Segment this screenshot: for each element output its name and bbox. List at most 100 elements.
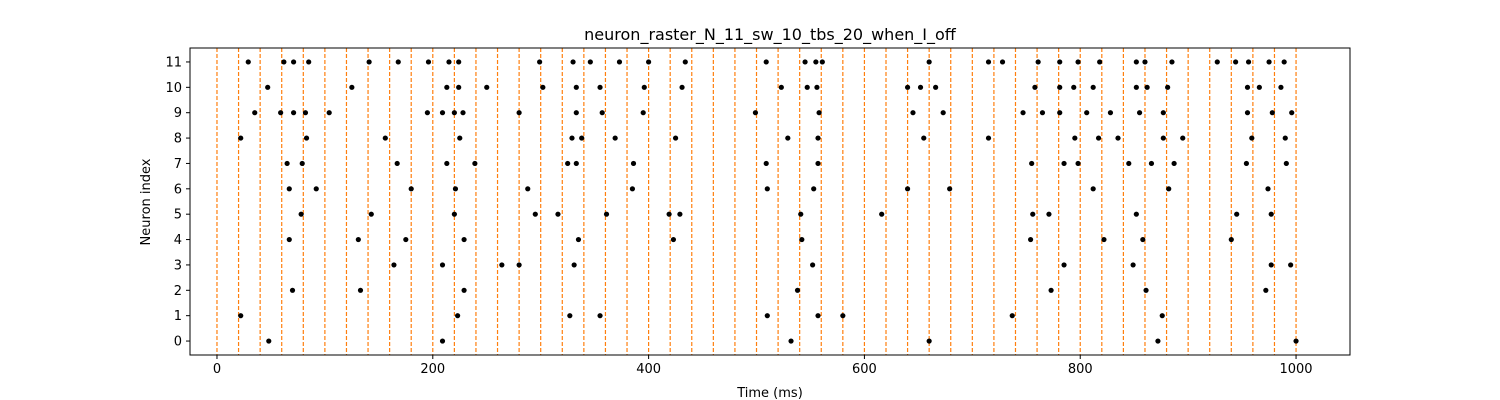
spike-point: [921, 135, 927, 141]
spike-point: [299, 160, 305, 167]
spike-point: [1142, 59, 1148, 65]
y-tick-label: 5: [174, 208, 182, 223]
spike-point: [804, 84, 810, 90]
y-tick-label: 6: [174, 182, 182, 197]
spike-point: [1249, 135, 1255, 141]
spike-point: [408, 186, 414, 192]
spike-point: [238, 313, 244, 319]
spike-point: [810, 262, 816, 268]
spike-point: [1244, 110, 1251, 116]
spike-point: [403, 236, 409, 243]
spike-point: [1155, 338, 1161, 344]
spike-point: [1169, 59, 1175, 65]
spike-point: [569, 135, 575, 141]
spike-point: [439, 110, 446, 116]
spike-point: [303, 135, 310, 141]
spike-point: [540, 84, 546, 90]
spike-point: [1084, 110, 1090, 116]
y-axis-label: Neuron index: [139, 158, 154, 245]
spike-point: [1030, 211, 1036, 217]
spike-point: [1282, 135, 1288, 141]
spike-point: [670, 236, 677, 243]
spike-point: [1101, 236, 1107, 243]
spike-point: [802, 59, 808, 65]
spike-point: [252, 110, 258, 116]
spike-point: [785, 135, 791, 141]
spike-point: [516, 110, 522, 116]
spike-point: [357, 287, 364, 293]
spike-point: [366, 59, 372, 65]
spike-point: [456, 59, 462, 65]
spike-point: [933, 84, 939, 90]
spike-point: [1133, 59, 1139, 65]
spike-point: [940, 110, 946, 116]
spike-point: [439, 338, 446, 344]
spike-point: [677, 211, 683, 217]
y-tick-label: 3: [174, 258, 182, 273]
spike-point: [1244, 84, 1251, 90]
spike-point: [1115, 135, 1121, 141]
spike-point: [281, 59, 287, 65]
spike-point: [917, 84, 924, 90]
x-tick-label: 400: [636, 362, 661, 377]
spike-point: [752, 110, 759, 116]
spike-point: [313, 186, 319, 192]
spike-point: [815, 313, 821, 319]
spike-point: [1148, 160, 1155, 167]
spike-point: [298, 211, 304, 217]
spike-point: [284, 160, 290, 167]
spike-point: [597, 313, 603, 319]
spike-point: [666, 211, 672, 217]
spike-point: [1293, 338, 1299, 344]
spike-point: [349, 84, 355, 90]
spike-point: [1126, 160, 1132, 167]
spike-point: [571, 262, 577, 268]
spike-point: [1268, 211, 1274, 217]
spike-point: [926, 59, 932, 65]
spike-point: [1228, 236, 1234, 243]
spike-point: [424, 110, 430, 116]
spike-point: [266, 338, 272, 344]
spike-point: [1095, 135, 1102, 141]
spike-point: [1039, 110, 1046, 116]
spike-point: [565, 160, 571, 167]
x-tick-label: 0: [213, 362, 221, 377]
y-tick-label: 11: [165, 55, 182, 70]
spike-point: [382, 135, 388, 141]
spike-point: [763, 160, 769, 167]
spike-point: [1029, 160, 1035, 167]
spike-point: [1144, 84, 1150, 90]
spike-point: [456, 84, 462, 90]
y-tick-label: 1: [174, 309, 182, 324]
spike-point: [629, 186, 636, 192]
x-tick-label: 600: [852, 362, 877, 377]
spike-point: [1278, 84, 1284, 90]
spike-point: [1071, 84, 1077, 90]
spike-point: [286, 236, 292, 243]
spike-point: [764, 313, 770, 319]
spike-point: [788, 338, 794, 344]
spike-point: [1097, 59, 1103, 65]
spike-point: [1009, 313, 1015, 319]
spike-point: [525, 186, 531, 192]
spike-point: [451, 110, 457, 116]
spike-point: [425, 59, 432, 65]
spike-point: [1214, 59, 1220, 65]
spike-point: [516, 262, 522, 268]
spike-point: [1046, 211, 1052, 217]
y-tick-label: 4: [174, 233, 182, 248]
spike-point: [460, 110, 466, 116]
spike-point: [947, 186, 953, 192]
spike-point: [290, 110, 297, 116]
spike-point: [1090, 84, 1096, 90]
spike-point: [985, 135, 992, 141]
spike-point: [1057, 110, 1063, 116]
spike-point: [1166, 186, 1172, 192]
spike-point: [278, 110, 284, 116]
spike-point: [1283, 160, 1289, 167]
spike-point: [819, 59, 825, 65]
spike-point: [1020, 110, 1026, 116]
spike-point: [1160, 135, 1166, 141]
